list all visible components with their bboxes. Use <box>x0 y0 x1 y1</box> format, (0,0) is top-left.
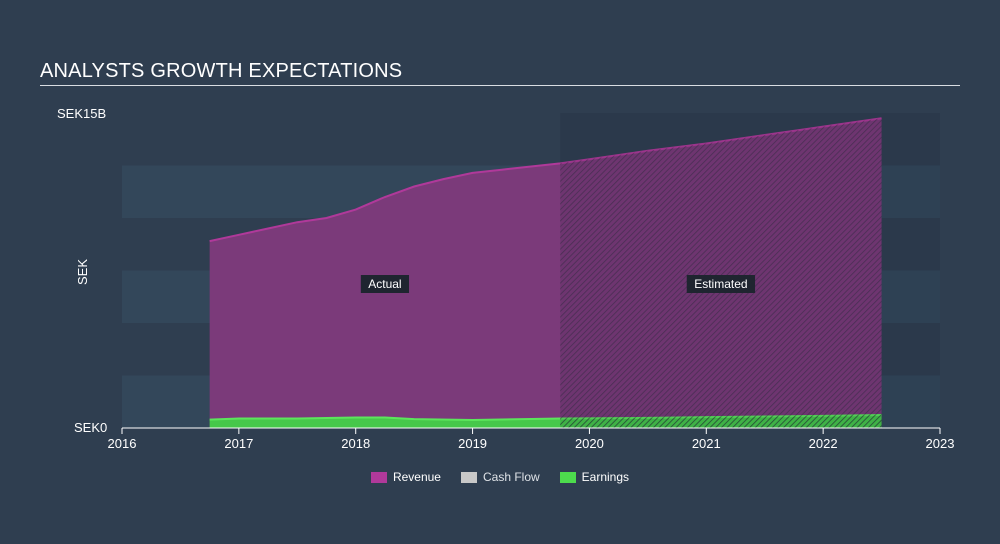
x-tick-label-2019: 2019 <box>458 436 487 451</box>
x-tick-label-2022: 2022 <box>809 436 838 451</box>
x-tick-label-2016: 2016 <box>108 436 137 451</box>
legend: Revenue Cash Flow Earnings <box>0 470 1000 484</box>
hatch-earnings <box>560 414 882 428</box>
x-tick-label-2021: 2021 <box>692 436 721 451</box>
legend-swatch-cash-flow <box>460 471 477 483</box>
legend-item-earnings[interactable]: Earnings <box>559 470 630 484</box>
estimate-shade <box>560 113 940 428</box>
legend-item-revenue[interactable]: Revenue <box>370 470 441 484</box>
region-labels: Actual Estimated <box>360 275 756 293</box>
legend-item-cash-flow[interactable]: Cash Flow <box>460 470 540 484</box>
region-label-estimated: Estimated <box>686 275 756 293</box>
y-axis-top-label: SEK15B <box>57 106 106 121</box>
y-axis-bottom-label: SEK0 <box>74 420 107 435</box>
hatch-revenue <box>560 118 882 428</box>
title-divider <box>40 85 960 86</box>
region-label-actual-text: Actual <box>368 277 401 291</box>
region-label-estimated-text: Estimated <box>694 277 747 291</box>
legend-swatch-revenue <box>370 471 387 483</box>
legend-label-earnings: Earnings <box>581 470 630 484</box>
x-tick-label-2020: 2020 <box>575 436 604 451</box>
x-tick-label-2017: 2017 <box>224 436 253 451</box>
estimate-hatch <box>560 113 940 428</box>
legend-swatch-earnings <box>559 471 576 483</box>
region-label-actual-bg <box>360 275 410 293</box>
legend-label-cash-flow: Cash Flow <box>482 470 540 484</box>
legend-label-revenue: Revenue <box>392 470 441 484</box>
region-label-estimated-bg <box>686 275 756 293</box>
region-label-actual: Actual <box>360 275 410 293</box>
axes: 2016 2017 2018 2019 2020 2021 2022 2023 <box>108 427 955 451</box>
x-tick-label-2023: 2023 <box>926 436 955 451</box>
y-axis-title: SEK <box>75 259 90 285</box>
chart-title: ANALYSTS GROWTH EXPECTATIONS <box>40 60 403 82</box>
x-tick-label-2018: 2018 <box>341 436 370 451</box>
